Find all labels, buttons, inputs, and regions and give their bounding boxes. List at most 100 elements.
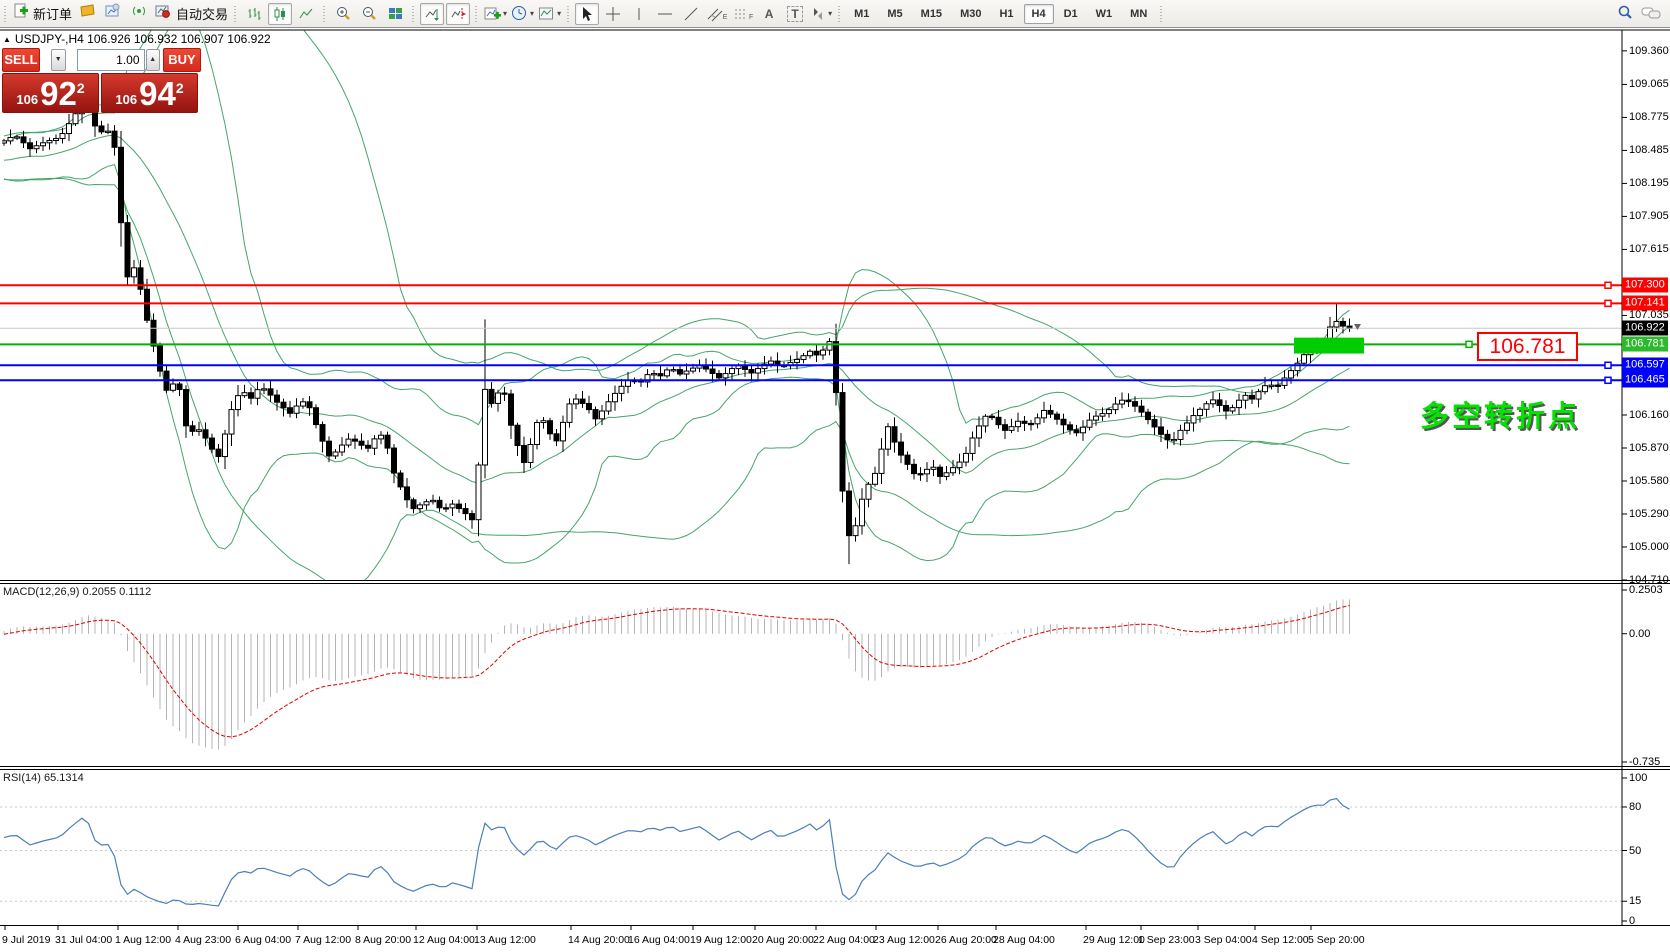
volume-input[interactable] <box>76 48 145 71</box>
new-order-button[interactable]: 新订单 <box>12 3 73 25</box>
toolbar-separator <box>232 3 240 24</box>
sell-price-frac: 2 <box>76 80 85 96</box>
vertical-line-button[interactable] <box>627 3 651 25</box>
auto-trading-label: 自动交易 <box>176 7 229 22</box>
templates-button[interactable]: ▾ <box>537 3 562 25</box>
time-label: 31 Jul 04:00 <box>55 934 113 946</box>
text-label-icon: T <box>787 5 803 22</box>
chart-profile-button[interactable] <box>101 3 125 25</box>
bar-chart-icon <box>248 7 261 20</box>
text-button[interactable]: A <box>757 3 781 25</box>
equidistant-channel-button[interactable]: E <box>705 3 729 25</box>
tile-windows-button[interactable] <box>383 3 407 25</box>
time-label: 3 Sep 04:00 <box>1195 934 1252 946</box>
signal-icon <box>131 3 147 24</box>
timeframe-W1[interactable]: W1 <box>1095 7 1113 20</box>
rsi-tick-15: 15 <box>1629 895 1642 908</box>
crosshair-icon <box>606 6 621 21</box>
timeframe-H4[interactable]: H4 <box>1023 3 1054 24</box>
zoom-out-icon <box>362 7 376 20</box>
signal-button[interactable] <box>127 3 151 25</box>
timeframe-MN[interactable]: MN <box>1130 7 1148 20</box>
timeframe-M5[interactable]: M5 <box>887 7 903 20</box>
trade-group: 新订单 自动交易 <box>11 1 230 27</box>
buy-button[interactable]: BUY <box>163 47 201 72</box>
price-tick-107.615: 107.615 <box>1629 243 1669 256</box>
price-label-106.597: 106.597 <box>1622 357 1668 373</box>
auto-scroll-button[interactable] <box>420 2 445 25</box>
text-icon: A <box>764 6 774 21</box>
buy-price-big: 94 <box>139 75 176 112</box>
time-axis: 9 Jul 2019 31 Jul 04:00 1 Aug 12:00 4 Aug 2… <box>0 932 1670 952</box>
timeframe-M15[interactable]: M15 <box>920 7 943 20</box>
timeframe-D1[interactable]: D1 <box>1063 7 1078 20</box>
rsi-tick-0: 0 <box>1629 915 1636 927</box>
indicators-button[interactable]: ▾ <box>483 3 508 25</box>
toolbar-separator <box>836 3 844 24</box>
zoom-out-button[interactable] <box>357 3 381 25</box>
cursor-button[interactable] <box>575 2 600 25</box>
fibonacci-button[interactable]: F <box>731 3 755 25</box>
trendline-button[interactable] <box>679 3 703 25</box>
price-tick-107.905: 107.905 <box>1629 210 1669 223</box>
time-label: 5 Sep 20:00 <box>1308 934 1365 946</box>
line-chart-button[interactable] <box>294 3 318 25</box>
volume-up-button[interactable]: ▲ <box>145 48 161 71</box>
timeframe-M1[interactable]: M1 <box>854 7 870 20</box>
zoom-in-button[interactable] <box>331 3 355 25</box>
time-label: 16 Aug 04:00 <box>628 934 690 946</box>
chat-icon <box>1641 7 1661 18</box>
horizontal-line-button[interactable] <box>653 3 677 25</box>
text-label-button[interactable]: T <box>783 3 807 25</box>
drawing-tools-group: E F A T ▾ <box>574 1 834 27</box>
time-label: 20 Aug 20:00 <box>752 934 814 946</box>
toolbar-separator <box>321 3 329 24</box>
time-label: 19 Aug 12:00 <box>690 934 752 946</box>
sell-price-base: 106 <box>16 92 39 107</box>
macd-tick--0.735: -0.735 <box>1629 756 1661 768</box>
auto-trading-button[interactable]: 自动交易 <box>153 3 229 25</box>
sell-button[interactable]: SELL <box>2 47 40 72</box>
price-tick-108.775: 108.775 <box>1629 111 1669 124</box>
fibonacci-sub-letter: F <box>748 14 754 21</box>
chart-cloud-icon <box>104 3 122 24</box>
templates-icon <box>539 7 554 19</box>
sell-price-big: 92 <box>40 75 77 112</box>
candlestick-icon <box>274 6 286 21</box>
price-label-107.141: 107.141 <box>1622 295 1668 311</box>
symbol-title: ▲ USDJPY-,H4 106.926 106.932 106.907 106… <box>3 32 271 46</box>
order-ticket-button[interactable] <box>75 3 99 25</box>
line-chart-icon <box>299 8 313 18</box>
chart-canvas[interactable] <box>0 28 1670 930</box>
arrows-button[interactable]: ▾ <box>809 3 833 25</box>
timeframe-M30[interactable]: M30 <box>960 7 982 20</box>
fibonacci-icon <box>734 9 747 18</box>
time-label: 13 Aug 12:00 <box>474 934 536 946</box>
buy-price-box[interactable]: 106 94 2 <box>101 73 198 113</box>
time-label: 28 Aug 04:00 <box>993 934 1055 946</box>
candlestick-chart-button[interactable] <box>268 2 293 25</box>
chat-button[interactable] <box>1639 2 1663 24</box>
sell-price-box[interactable]: 106 92 2 <box>2 73 99 113</box>
time-label: 22 Aug 04:00 <box>813 934 875 946</box>
insert-group: ▾ ▾ ▾ <box>482 1 563 27</box>
bar-chart-button[interactable] <box>242 3 266 25</box>
price-tick-107.035: 107.035 <box>1629 309 1669 322</box>
price-tick-109.360: 109.360 <box>1629 44 1669 57</box>
volume-down-button[interactable]: ▼ <box>50 48 66 71</box>
new-order-label: 新订单 <box>33 7 73 22</box>
crosshair-button[interactable] <box>601 3 625 25</box>
buy-price-base: 106 <box>115 92 138 107</box>
indicators-icon <box>484 7 502 19</box>
periods-button[interactable]: ▾ <box>510 3 535 25</box>
toolbar-right <box>1612 2 1664 24</box>
time-label: 1 Sep 23:00 <box>1138 934 1195 946</box>
toolbar-separator <box>1158 3 1166 24</box>
price-callout-box[interactable]: 106.781 <box>1477 332 1578 361</box>
chart-shift-button[interactable] <box>446 2 471 25</box>
panel-collapse-arrow[interactable]: ▲ <box>3 34 11 44</box>
search-button[interactable] <box>1613 2 1637 24</box>
vertical-line-icon <box>638 7 640 20</box>
price-tick-105.870: 105.870 <box>1629 442 1669 454</box>
timeframe-H1[interactable]: H1 <box>999 7 1014 20</box>
